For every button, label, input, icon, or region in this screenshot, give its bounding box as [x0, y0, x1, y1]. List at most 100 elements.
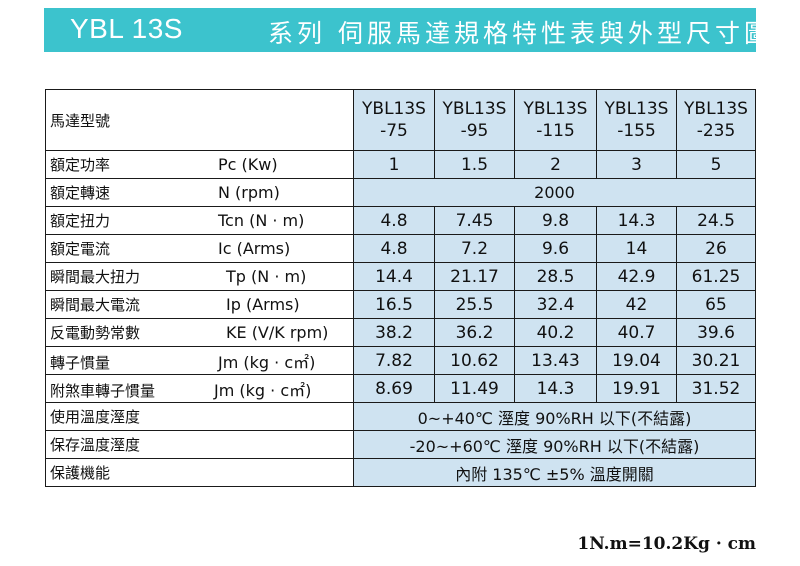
spec-value: 21.17 [434, 262, 515, 291]
spec-name: 保護機能 [50, 464, 111, 482]
spec-unit: Ic (Arms) [218, 239, 291, 258]
spec-value: 10.62 [434, 346, 515, 375]
model-suffix: -95 [460, 121, 489, 141]
spec-value-span: 內附 135℃ ±5% 溫度開關 [353, 458, 756, 487]
spec-value: 2 [514, 150, 597, 179]
spec-value: 3 [596, 150, 677, 179]
spec-name: 保存溫度溼度 [50, 436, 141, 454]
spec-unit: Pc (Kw) [218, 155, 278, 174]
spec-value: 7.45 [434, 206, 515, 235]
spec-label-cell: 轉子慣量 Jm (kg · c㎡) [45, 346, 354, 375]
spec-value-span: -20~+60℃ 溼度 90%RH 以下(不結露) [353, 430, 756, 459]
spec-value: 42.9 [596, 262, 677, 291]
spec-row: 瞬間最大扭力 Tp (N · m) 14.4 21.17 28.5 42.9 61.25 [45, 262, 756, 291]
spec-unit: Tcn (N · m) [218, 211, 305, 230]
spec-row: 使用溫度溼度 0~+40℃ 溼度 90%RH 以下(不結露) [45, 402, 756, 431]
model-name: YBL13S [442, 99, 507, 119]
spec-unit: Jm (kg · c㎡) [218, 352, 316, 372]
model-header-cell: YBL13S -155 [596, 89, 677, 151]
spec-label-cell: 額定電流 Ic (Arms) [45, 234, 354, 263]
spec-label-cell: 額定扭力 Tcn (N · m) [45, 206, 354, 235]
spec-value: 30.21 [676, 346, 756, 375]
spec-value: 1.5 [434, 150, 515, 179]
spec-value: 24.5 [676, 206, 756, 235]
spec-unit: Ip (Arms) [226, 295, 300, 314]
spec-name: 轉子慣量 [50, 353, 111, 372]
spec-value: 9.8 [514, 206, 597, 235]
model-header-cell: YBL13S -95 [434, 89, 515, 151]
title-description: 系列 伺服馬達規格特性表與外型尺寸圖 [268, 19, 773, 48]
model-name: YBL13S [684, 99, 748, 119]
spec-row: 附煞車轉子慣量 Jm (kg · c㎡) 8.69 11.49 14.3 19.91 31.… [45, 374, 756, 403]
spec-name: 額定扭力 [50, 212, 111, 230]
spec-value: 61.25 [676, 262, 756, 291]
spec-row: 轉子慣量 Jm (kg · c㎡) 7.82 10.62 13.43 19.04 30.21 [45, 346, 756, 375]
model-suffix: -115 [536, 121, 575, 141]
model-name: YBL13S [362, 99, 426, 119]
spec-value: 14.3 [596, 206, 677, 235]
spec-name: 瞬間最大扭力 [50, 268, 141, 286]
spec-value: 26 [676, 234, 756, 263]
spec-value: 19.91 [596, 374, 677, 403]
spec-name: 瞬間最大電流 [50, 296, 141, 314]
unit-conversion-note: 1N.m=10.2Kg · cm [577, 534, 756, 554]
spec-value: 32.4 [514, 290, 597, 319]
title-model: YBL 13S [70, 13, 183, 44]
spec-name: 附煞車轉子慣量 [50, 381, 156, 400]
spec-value: 25.5 [434, 290, 515, 319]
spec-label-cell: 額定轉速 N (rpm) [45, 178, 354, 207]
spec-label-cell: 保存溫度溼度 [45, 430, 354, 459]
spec-value: 14.3 [514, 374, 597, 403]
spec-value: 39.6 [676, 318, 756, 347]
model-header-cell: YBL13S -75 [353, 89, 435, 151]
spec-value: 36.2 [434, 318, 515, 347]
spec-value: 4.8 [353, 234, 435, 263]
spec-row: 保護機能 內附 135℃ ±5% 溫度開關 [45, 458, 756, 487]
title-banner: YBL 13S 系列 伺服馬達規格特性表與外型尺寸圖 [44, 8, 769, 52]
model-header-cell: YBL13S -115 [514, 89, 597, 151]
spec-value: 5 [676, 150, 756, 179]
spec-value: 13.43 [514, 346, 597, 375]
spec-value-span: 2000 [353, 178, 756, 207]
spec-label-cell: 反電動勢常數 KE (V/K rpm) [45, 318, 354, 347]
spec-value: 11.49 [434, 374, 515, 403]
spec-value: 16.5 [353, 290, 435, 319]
model-header-row: 馬達型號 YBL13S -75 YBL13S -95 YBL13S -115 YBL13S -… [45, 89, 756, 151]
model-suffix: -235 [696, 121, 736, 141]
spec-row: 額定電流 Ic (Arms) 4.8 7.2 9.6 14 26 [45, 234, 756, 263]
spec-label-cell: 瞬間最大電流 Ip (Arms) [45, 290, 354, 319]
spec-unit: N (rpm) [218, 183, 280, 202]
spec-value: 14 [596, 234, 677, 263]
spec-value: 4.8 [353, 206, 435, 235]
spec-name: 額定轉速 [50, 184, 111, 202]
model-name: YBL13S [604, 99, 669, 119]
spec-value: 8.69 [353, 374, 435, 403]
spec-label-cell: 額定功率 Pc (Kw) [45, 150, 354, 179]
spec-value: 38.2 [353, 318, 435, 347]
spec-row: 瞬間最大電流 Ip (Arms) 16.5 25.5 32.4 42 65 [45, 290, 756, 319]
spec-row: 額定功率 Pc (Kw) 1 1.5 2 3 5 [45, 150, 756, 179]
spec-value: 40.7 [596, 318, 677, 347]
spec-unit: KE (V/K rpm) [226, 323, 329, 342]
spec-label-cell: 瞬間最大扭力 Tp (N · m) [45, 262, 354, 291]
spec-value-span: 0~+40℃ 溼度 90%RH 以下(不結露) [353, 402, 756, 431]
spec-name: 使用溫度溼度 [50, 408, 141, 426]
spec-value: 14.4 [353, 262, 435, 291]
spec-value: 28.5 [514, 262, 597, 291]
spec-value: 42 [596, 290, 677, 319]
spec-value: 19.04 [596, 346, 677, 375]
model-name: YBL13S [523, 99, 588, 119]
spec-value: 9.6 [514, 234, 597, 263]
spec-table: 馬達型號 YBL13S -75 YBL13S -95 YBL13S -115 YBL13S -… [45, 89, 756, 487]
model-header-cell: YBL13S -235 [676, 89, 756, 151]
spec-label-cell: 保護機能 [45, 458, 354, 487]
model-suffix: -75 [380, 121, 408, 141]
model-suffix: -155 [617, 121, 656, 141]
spec-row: 額定扭力 Tcn (N · m) 4.8 7.45 9.8 14.3 24.5 [45, 206, 756, 235]
spec-name: 額定電流 [50, 240, 111, 258]
spec-unit: Tp (N · m) [226, 267, 307, 286]
spec-name: 額定功率 [50, 156, 111, 174]
spec-label-cell: 使用溫度溼度 [45, 402, 354, 431]
spec-unit: Jm (kg · c㎡) [214, 380, 312, 400]
spec-value: 40.2 [514, 318, 597, 347]
